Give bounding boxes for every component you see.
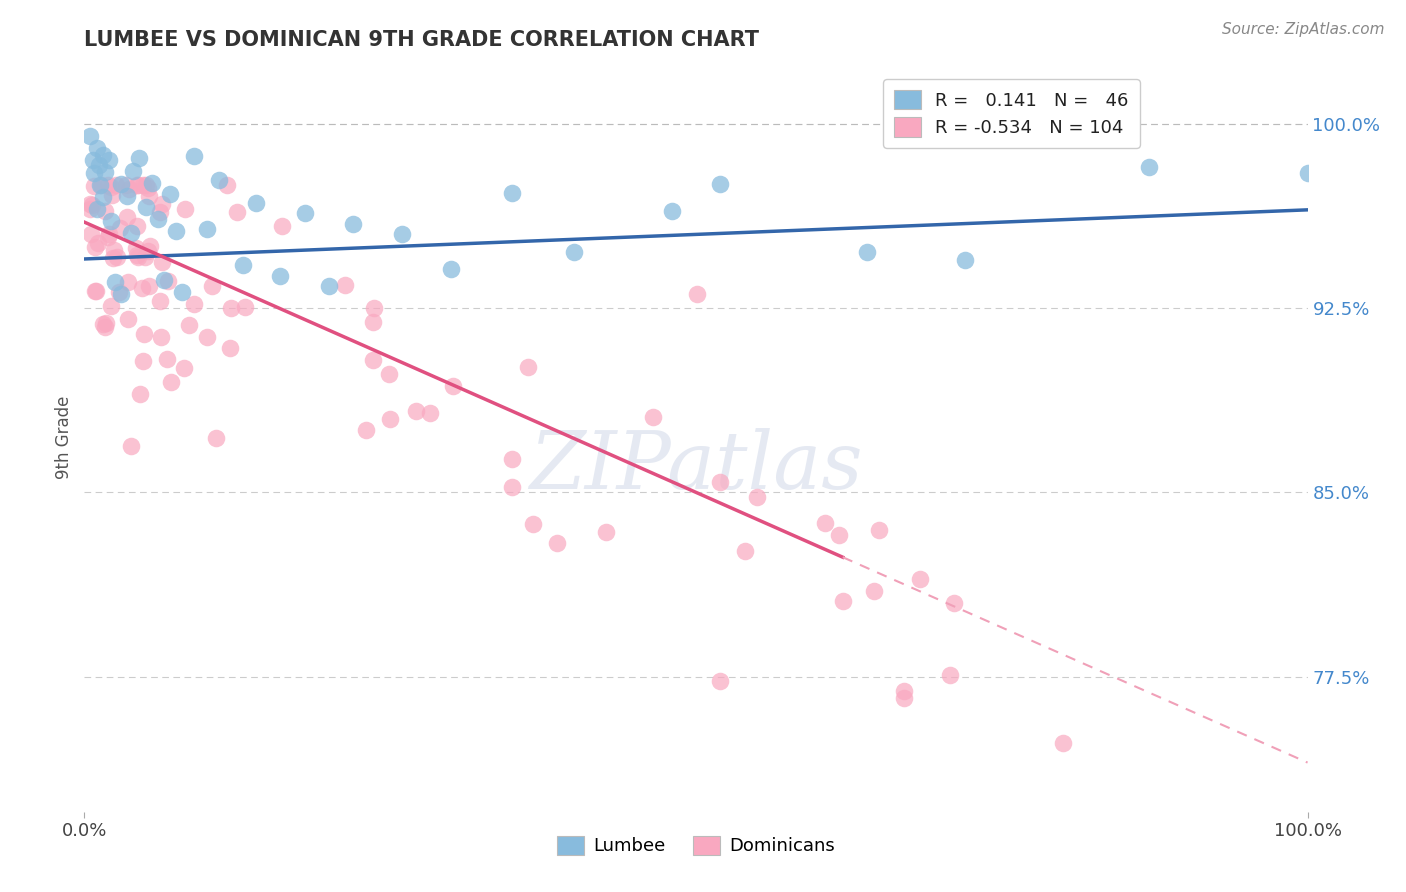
Point: [127, 178, 149, 193]
Point: [132, 354, 155, 368]
Point: [856, 245, 879, 260]
Point: [831, 594, 853, 608]
Point: [117, 275, 139, 289]
Point: [183, 297, 205, 311]
Point: [94, 319, 117, 334]
Point: [233, 300, 256, 314]
Point: [127, 250, 149, 264]
Point: [354, 423, 377, 437]
Point: [91, 190, 114, 204]
Point: [87, 235, 110, 250]
Point: [132, 326, 155, 341]
Point: [377, 367, 399, 381]
Point: [117, 311, 139, 326]
Point: [94, 316, 117, 330]
Point: [378, 411, 401, 425]
Point: [814, 516, 837, 531]
Point: [363, 353, 385, 368]
Point: [135, 200, 157, 214]
Point: [156, 274, 179, 288]
Point: [94, 165, 117, 179]
Point: [97, 178, 120, 193]
Point: [91, 148, 114, 162]
Point: [661, 203, 683, 218]
Point: [108, 285, 131, 299]
Point: [1296, 166, 1319, 180]
Point: [120, 226, 142, 240]
Point: [93, 203, 115, 218]
Point: [83, 165, 105, 179]
Point: [183, 149, 205, 163]
Point: [115, 178, 138, 193]
Point: [747, 491, 769, 505]
Point: [893, 684, 915, 698]
Point: [101, 251, 124, 265]
Point: [208, 173, 231, 187]
Point: [118, 182, 141, 196]
Point: [232, 258, 254, 272]
Point: [86, 202, 108, 217]
Point: [149, 293, 172, 308]
Text: Source: ZipAtlas.com: Source: ZipAtlas.com: [1222, 22, 1385, 37]
Point: [172, 285, 194, 299]
Point: [270, 219, 292, 234]
Point: [138, 278, 160, 293]
Point: [97, 227, 120, 242]
Point: [502, 480, 524, 494]
Point: [125, 247, 148, 261]
Point: [97, 230, 120, 244]
Point: [149, 205, 172, 219]
Point: [828, 528, 851, 542]
Point: [79, 128, 101, 143]
Point: [83, 179, 105, 194]
Point: [908, 573, 931, 587]
Point: [219, 341, 242, 355]
Point: [97, 153, 120, 167]
Point: [159, 187, 181, 202]
Point: [942, 596, 965, 610]
Point: [734, 544, 756, 558]
Y-axis label: 9th Grade: 9th Grade: [55, 395, 73, 479]
Point: [318, 279, 340, 293]
Point: [333, 278, 356, 293]
Point: [115, 189, 138, 203]
Point: [84, 284, 107, 298]
Point: [82, 198, 104, 212]
Point: [219, 301, 242, 315]
Point: [80, 227, 103, 241]
Point: [643, 410, 665, 425]
Point: [90, 178, 112, 193]
Point: [139, 239, 162, 253]
Point: [440, 261, 463, 276]
Point: [405, 404, 427, 418]
Point: [225, 204, 247, 219]
Point: [136, 181, 159, 195]
Point: [195, 330, 218, 344]
Point: [269, 268, 291, 283]
Point: [105, 178, 128, 193]
Point: [165, 224, 187, 238]
Point: [441, 378, 464, 392]
Point: [87, 158, 110, 172]
Point: [89, 178, 111, 192]
Point: [863, 584, 886, 599]
Point: [517, 360, 540, 375]
Point: [104, 275, 127, 289]
Point: [709, 673, 731, 688]
Point: [84, 284, 107, 298]
Point: [363, 301, 385, 315]
Point: [939, 668, 962, 682]
Point: [686, 287, 709, 301]
Point: [79, 202, 101, 217]
Point: [953, 253, 976, 268]
Point: [419, 406, 441, 420]
Point: [100, 299, 122, 313]
Point: [709, 178, 731, 192]
Point: [103, 243, 125, 257]
Point: [391, 227, 413, 241]
Point: [100, 214, 122, 228]
Point: [101, 187, 124, 202]
Point: [179, 318, 201, 332]
Point: [201, 278, 224, 293]
